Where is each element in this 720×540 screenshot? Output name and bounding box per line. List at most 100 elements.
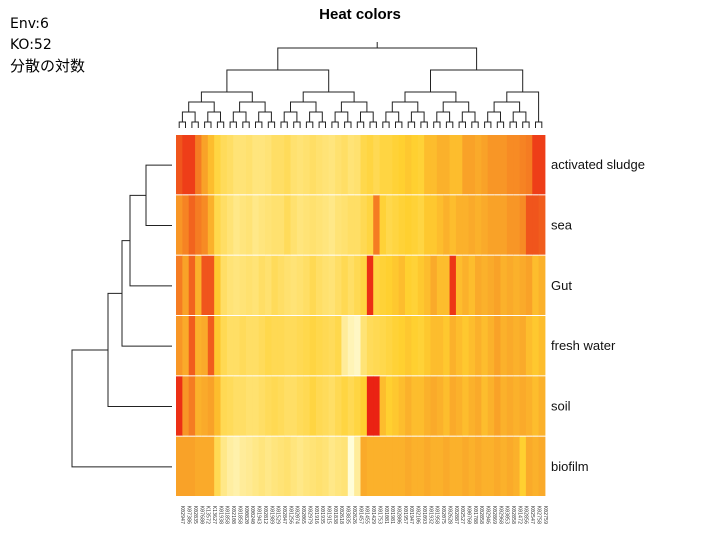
heatmap-cell	[417, 195, 425, 255]
dendrogram-branch	[420, 121, 428, 128]
heatmap-cell	[481, 195, 489, 255]
heatmap-cell	[328, 195, 336, 255]
heatmap-cell	[303, 135, 310, 195]
heatmap-cell	[455, 255, 463, 315]
heatmap-cell	[233, 255, 241, 315]
heatmap-cell	[430, 376, 438, 436]
column-label: K02547	[529, 506, 535, 524]
dendrogram-branch	[305, 121, 314, 128]
heatmap-cell	[411, 255, 419, 315]
heatmap-cell	[277, 135, 285, 195]
heatmap-cell	[379, 316, 387, 376]
heatmap-cell	[398, 436, 406, 496]
heatmap-cell	[347, 255, 355, 315]
column-label: K01858	[236, 506, 242, 524]
heatmap-cell	[455, 376, 463, 436]
heatmap-cell	[360, 376, 368, 436]
heatmap-cell	[207, 376, 215, 436]
heatmap-cell	[506, 195, 514, 255]
column-label: K02947	[179, 506, 185, 524]
heatmap-cell	[373, 376, 380, 436]
heatmap-cell	[436, 376, 444, 436]
heatmap-cell	[322, 436, 330, 496]
column-label: K02806	[396, 506, 402, 524]
heatmap-cell	[468, 376, 476, 436]
dendrogram-branch	[309, 111, 323, 122]
heatmap-cell	[347, 376, 355, 436]
heatmap-cell	[379, 436, 387, 496]
heatmap-cell	[392, 376, 400, 436]
heatmap-cell	[525, 255, 533, 315]
column-label: K02946	[485, 506, 491, 524]
row-label: Gut	[551, 278, 572, 293]
heatmap-cell	[462, 195, 470, 255]
dendrogram-branch	[356, 121, 365, 128]
heatmap-cell	[265, 376, 272, 436]
heatmap-cell	[220, 316, 228, 376]
dendrogram-branch	[207, 111, 221, 122]
heatmap-cell	[245, 195, 253, 255]
heatmap-cell	[513, 135, 520, 195]
heatmap-cell	[207, 436, 215, 496]
heatmap-cell	[455, 316, 463, 376]
heatmap-cell	[481, 376, 489, 436]
heatmap-cell	[328, 376, 336, 436]
heatmap-cell	[411, 195, 419, 255]
column-label: K00240	[249, 506, 255, 524]
dendrogram-branch	[302, 91, 355, 102]
heatmap-cell	[462, 376, 470, 436]
dendrogram-branch	[239, 101, 266, 112]
heatmap-cell	[335, 376, 342, 436]
heatmap-cell	[449, 316, 457, 376]
dendrogram-branch	[318, 121, 326, 128]
heatmap-cell	[481, 255, 489, 315]
heatmap-cell	[252, 316, 260, 376]
dendrogram-branch	[506, 91, 540, 122]
heatmap-cell	[424, 436, 431, 496]
heatmap-cell	[443, 255, 450, 315]
heatmap-cell	[277, 195, 285, 255]
heatmap-cell	[188, 195, 196, 255]
heatmap-cell	[373, 255, 380, 315]
heatmap-cell	[201, 376, 209, 436]
heatmap-cell	[385, 436, 393, 496]
heatmap-cell	[468, 316, 476, 376]
row-label: soil	[551, 399, 571, 414]
heatmap-cell	[347, 436, 355, 496]
heatmap-cell	[226, 316, 234, 376]
dendrogram-branch	[430, 69, 524, 92]
column-label: K01788	[472, 506, 478, 524]
heatmap-cell	[328, 436, 336, 496]
heatmap-cell	[373, 195, 380, 255]
heatmap-cell	[385, 195, 393, 255]
column-label: K01947	[408, 506, 414, 524]
heatmap-cell	[424, 135, 431, 195]
dendrogram-branch	[188, 101, 215, 112]
dendrogram-branch	[344, 121, 352, 128]
heatmap-cell	[379, 195, 387, 255]
dendrogram-branch	[200, 91, 253, 102]
column-label: K13572	[205, 506, 211, 524]
dendrogram-branch	[277, 47, 478, 70]
heatmap-cell	[258, 376, 266, 436]
heatmap-cell	[366, 316, 374, 376]
column-label: K01256	[287, 506, 293, 524]
heatmap-cell	[538, 436, 546, 496]
chart-title: Heat colors	[319, 6, 401, 23]
column-label: K01935	[319, 506, 325, 524]
heatmap-cell	[315, 135, 323, 195]
heatmap-cell	[207, 135, 215, 195]
heatmap-cell	[360, 255, 368, 315]
heatmap-cell	[436, 135, 444, 195]
heatmap-cell	[360, 316, 368, 376]
dendrogram-branch	[410, 111, 425, 122]
heatmap-cell	[335, 255, 342, 315]
heatmap-cell	[455, 195, 463, 255]
heatmap-cell	[271, 255, 279, 315]
heatmap-cell	[252, 436, 260, 496]
dendrogram-branch	[360, 111, 374, 122]
heatmap-cell	[354, 135, 361, 195]
dendrogram-branch	[458, 121, 466, 128]
heatmap-cell	[519, 135, 527, 195]
